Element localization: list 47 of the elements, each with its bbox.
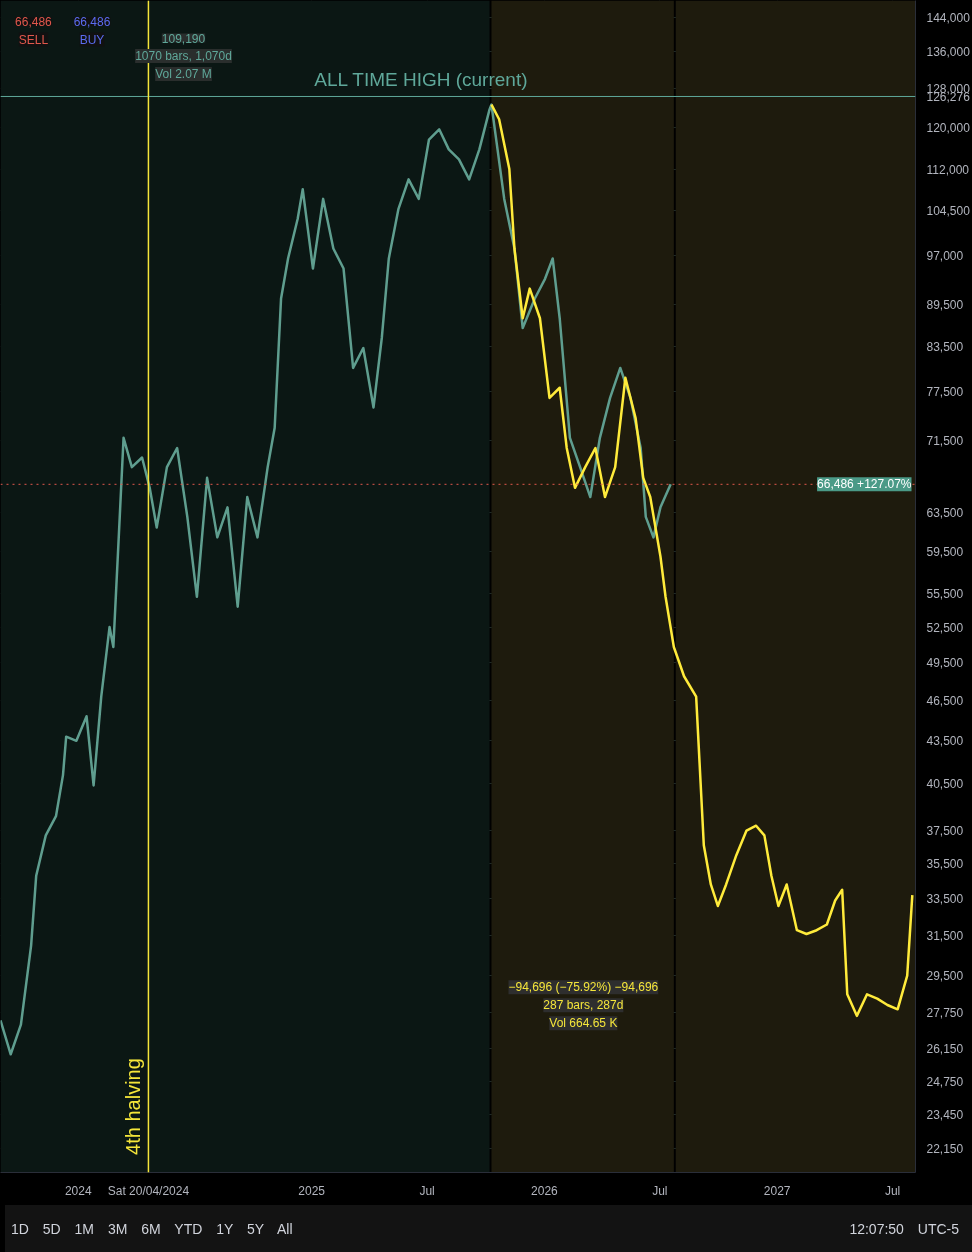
line-series bbox=[490, 103, 914, 1018]
ref-line-label: ALL TIME HIGH (current) bbox=[314, 69, 528, 91]
y-tick-label: 97,000 bbox=[926, 249, 964, 264]
y-tick-label: 46,500 bbox=[926, 693, 964, 708]
x-tick-label: 2025 bbox=[298, 1183, 326, 1198]
y-tick-label: 27,750 bbox=[926, 1006, 964, 1021]
text: 12:07:50 UTC-5 bbox=[849, 1220, 959, 1239]
y-tick-label: 31,500 bbox=[926, 929, 964, 944]
y-tick-label: 59,500 bbox=[926, 544, 964, 559]
y-tick-label: 40,500 bbox=[926, 777, 964, 792]
annotation: −94,696 (−75.92%) −94,696 287 bars, 287d Vol 664.65 K bbox=[508, 980, 659, 1031]
line-series bbox=[0, 103, 672, 1056]
x-tick-label: 2024 bbox=[64, 1183, 92, 1198]
y-tick-label: 136,000 bbox=[926, 45, 971, 60]
y-tick-label: 120,000 bbox=[926, 120, 971, 135]
y-tick-label: 23,450 bbox=[926, 1107, 964, 1122]
y-tick-label: 144,000 bbox=[926, 10, 971, 25]
y-tick-label: 22,150 bbox=[926, 1142, 964, 1157]
y-tick-label: 37,500 bbox=[926, 824, 964, 839]
y-tick-label: 29,500 bbox=[926, 969, 964, 984]
x-tick-label: Jul bbox=[884, 1183, 901, 1198]
y-tick-label: 33,500 bbox=[926, 892, 964, 907]
ref-line-label: 4th halving bbox=[122, 1058, 145, 1155]
y-tick-label: 43,500 bbox=[926, 734, 964, 749]
x-tick-label: Jul bbox=[652, 1183, 668, 1198]
x-tick-label: Jul bbox=[419, 1183, 435, 1198]
y-tick-label: 26,150 bbox=[926, 1041, 964, 1056]
x-tick-label: 2026 bbox=[531, 1183, 559, 1198]
y-tick-label: 112,000 bbox=[926, 162, 970, 177]
annotation: 66,486 BUY bbox=[73, 15, 111, 47]
y-tick-label: 104,500 bbox=[926, 204, 971, 219]
y-tick-label: 77,500 bbox=[926, 385, 964, 400]
y-tick-label: 89,500 bbox=[926, 298, 964, 313]
y-tick-label: 49,500 bbox=[926, 656, 964, 671]
y-tick-label: 83,500 bbox=[926, 340, 964, 355]
annotation: 109,190 1070 bars, 1,070d Vol 2.07 M bbox=[135, 31, 232, 81]
x-tick-label: 2027 bbox=[763, 1183, 791, 1198]
y-tick-label: 24,750 bbox=[926, 1075, 964, 1090]
text: 1D 5D 1M 3M 6M YTD 1Y 5Y All bbox=[11, 1220, 293, 1239]
y-tick-label: 71,500 bbox=[926, 433, 964, 448]
x-tick-label: Sat 20/04/2024 bbox=[107, 1183, 190, 1198]
y-tick-label: 63,500 bbox=[926, 505, 964, 520]
annotation: 66,486 SELL bbox=[15, 15, 53, 47]
y-tick-label: 55,500 bbox=[926, 587, 964, 601]
y-tick-label: 52,500 bbox=[926, 620, 964, 635]
y-tick-label: 35,500 bbox=[926, 857, 964, 872]
ref-line-label: 66,486 +127.07% bbox=[817, 477, 912, 492]
